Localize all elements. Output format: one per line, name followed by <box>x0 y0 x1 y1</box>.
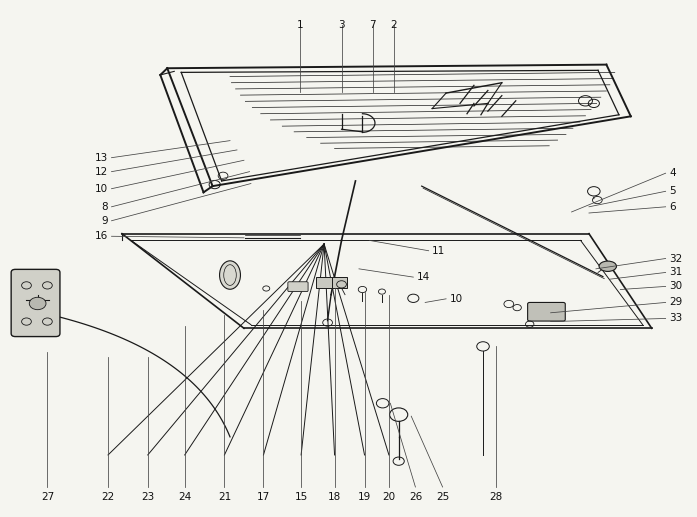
Text: 21: 21 <box>217 492 231 502</box>
FancyBboxPatch shape <box>288 282 308 292</box>
FancyBboxPatch shape <box>11 269 60 337</box>
Text: 19: 19 <box>358 492 372 502</box>
Text: 4: 4 <box>669 168 676 178</box>
FancyBboxPatch shape <box>316 277 332 288</box>
Text: 13: 13 <box>95 153 108 163</box>
Text: 16: 16 <box>95 231 108 241</box>
Text: 6: 6 <box>669 202 676 212</box>
Text: 5: 5 <box>669 186 676 196</box>
Text: 8: 8 <box>101 202 108 212</box>
Text: 10: 10 <box>450 294 463 304</box>
FancyBboxPatch shape <box>332 277 347 288</box>
Text: 11: 11 <box>432 246 445 256</box>
Circle shape <box>29 297 46 310</box>
Text: 23: 23 <box>141 492 155 502</box>
Text: 27: 27 <box>40 492 54 502</box>
Text: 9: 9 <box>101 216 108 226</box>
Text: 24: 24 <box>178 492 192 502</box>
Text: 2: 2 <box>390 20 397 29</box>
Text: 10: 10 <box>95 184 108 194</box>
Text: 29: 29 <box>669 297 682 308</box>
Text: 15: 15 <box>294 492 308 502</box>
Text: 7: 7 <box>369 20 376 29</box>
Text: 18: 18 <box>328 492 342 502</box>
Text: 33: 33 <box>669 313 682 324</box>
Text: 32: 32 <box>669 253 682 264</box>
Text: 14: 14 <box>417 272 430 282</box>
Text: 30: 30 <box>669 281 682 292</box>
Ellipse shape <box>599 261 616 271</box>
Text: 31: 31 <box>669 267 682 278</box>
Text: 12: 12 <box>95 166 108 177</box>
Text: 28: 28 <box>489 492 503 502</box>
Text: 3: 3 <box>338 20 345 29</box>
Text: 1: 1 <box>296 20 303 29</box>
Text: 22: 22 <box>101 492 115 502</box>
Text: 17: 17 <box>256 492 270 502</box>
Text: 20: 20 <box>383 492 395 502</box>
Text: 26: 26 <box>408 492 422 502</box>
Text: 25: 25 <box>436 492 450 502</box>
FancyBboxPatch shape <box>528 302 565 321</box>
Ellipse shape <box>220 261 240 289</box>
